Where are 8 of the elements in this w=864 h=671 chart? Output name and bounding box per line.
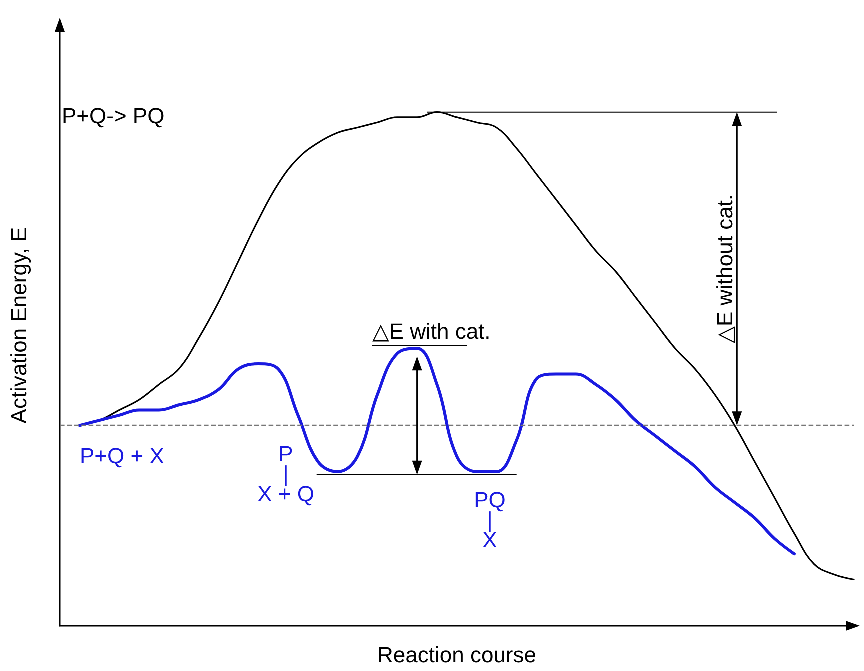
annotation: P+Q-> PQ (62, 104, 165, 128)
annotation: PQ | X (474, 488, 506, 552)
annotation: P+Q + X (80, 444, 165, 468)
annotation: △E without cat. (712, 194, 738, 344)
annotation: P | X + Q (258, 442, 314, 506)
x-axis-title: Reaction course (378, 642, 536, 668)
y-axis-title: Activation Energy, E (6, 227, 32, 424)
annotation: △E with cat. (372, 319, 491, 344)
